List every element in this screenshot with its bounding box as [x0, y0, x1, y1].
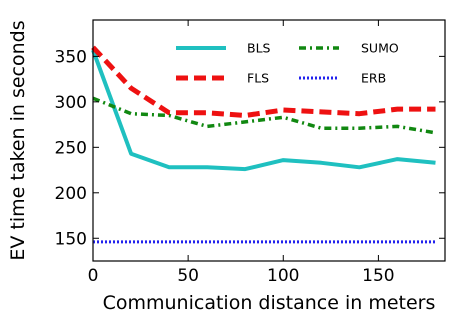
legend-label-erb: ERB	[361, 71, 386, 86]
y-tick-label: 200	[55, 184, 87, 204]
y-tick-label: 300	[55, 93, 87, 113]
legend-label-bls: BLS	[247, 41, 271, 56]
y-axis-label: EV time taken in seconds	[7, 20, 29, 260]
x-tick-label: 0	[88, 266, 99, 286]
x-tick-label: 150	[362, 266, 394, 286]
legend-label-sumo: SUMO	[361, 41, 399, 56]
series-line-bls	[91, 49, 436, 172]
plot-frame	[92, 19, 446, 262]
y-tick-label: 350	[55, 47, 87, 67]
x-tick-label: 50	[177, 266, 199, 286]
legend-label-fls: FLS	[247, 71, 269, 86]
ticks-layer: 0 50 100 150 150 200 250 300 350	[55, 20, 445, 286]
series-line-fls	[91, 45, 436, 118]
x-tick-label: 100	[267, 266, 299, 286]
legend: BLS FLS SUMO ERB	[176, 41, 399, 86]
x-axis-label: Communication distance in meters	[103, 292, 436, 314]
series-line-sumo	[92, 96, 436, 135]
y-tick-label: 250	[55, 138, 87, 158]
series-layer	[91, 45, 436, 244]
y-tick-label: 150	[55, 229, 87, 249]
